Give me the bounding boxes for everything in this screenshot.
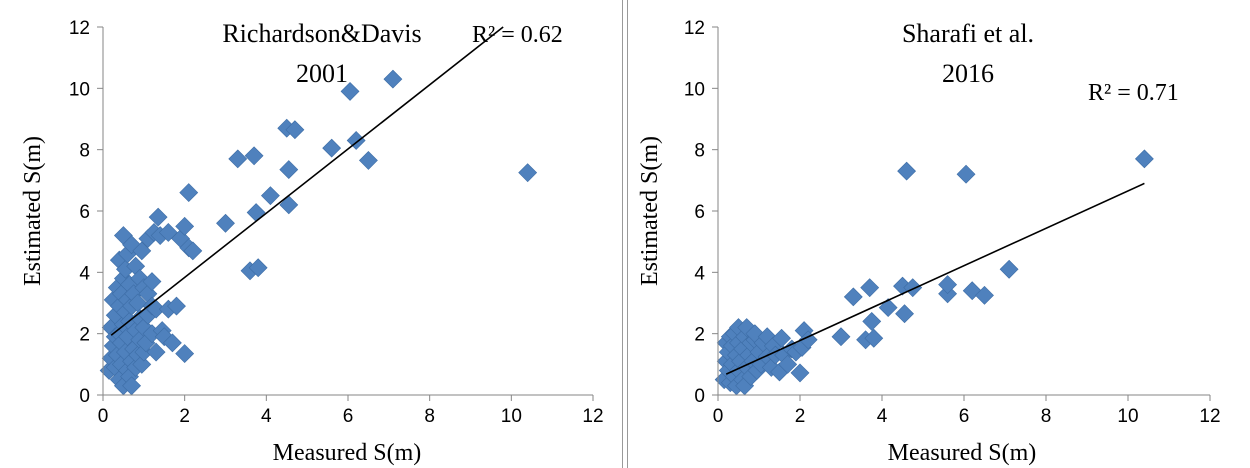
y-tick-label: 12	[69, 18, 90, 39]
data-point	[248, 258, 268, 278]
data-point	[162, 333, 182, 353]
y-tick-label: 4	[694, 263, 705, 284]
x-tick-label: 10	[1117, 406, 1138, 427]
y-tick-label: 10	[684, 79, 705, 100]
data-point	[216, 213, 235, 233]
y-tick-label: 0	[79, 386, 90, 407]
data-point	[179, 183, 199, 203]
y-tick-label: 4	[79, 263, 90, 284]
scatter-chart-richardson-davis: 0 2 4 6 8 10 12 0 2 4 6 8 10 12 Richardson&Davis 200…	[20, 18, 604, 466]
data-point	[228, 149, 248, 169]
data-point	[999, 259, 1019, 279]
data-point	[862, 311, 882, 331]
x-axis-label: Measured S(m)	[888, 440, 1037, 466]
data-point	[167, 296, 186, 316]
chart-title: Richardson&Davis	[222, 19, 421, 48]
x-tick-label: 8	[1041, 406, 1052, 427]
panel-divider	[622, 0, 628, 468]
y-axis-label: Estimated S(m)	[637, 136, 663, 286]
chart-title: Sharafi et al.	[902, 19, 1034, 48]
chart-subtitle: 2001	[296, 59, 348, 88]
x-tick-label: 2	[795, 406, 806, 427]
data-point	[518, 163, 538, 183]
data-point	[244, 146, 264, 166]
x-tick-label: 4	[261, 406, 272, 427]
x-tick-label: 6	[343, 406, 354, 427]
x-tick-label: 6	[959, 406, 970, 427]
x-tick-label: 0	[98, 406, 109, 427]
data-point	[956, 164, 976, 184]
data-point	[246, 203, 266, 222]
data-point	[860, 278, 880, 298]
data-point	[975, 285, 994, 305]
data-point	[340, 81, 360, 101]
x-tick-label: 8	[424, 406, 435, 427]
data-point	[358, 150, 378, 170]
data-point	[183, 241, 203, 261]
data-point	[1134, 149, 1154, 169]
y-tick-label: 6	[694, 202, 705, 223]
data-point	[843, 287, 863, 307]
y-tick-label: 6	[79, 202, 90, 223]
data-point	[175, 216, 195, 236]
chart-panel-sharafi: 0 2 4 6 8 10 12 0 2 4 6 8 10 12 Sharafi et al. 2016 …	[627, 0, 1250, 468]
chart-subtitle: 2016	[942, 59, 994, 88]
data-point	[878, 298, 898, 318]
x-tick-label: 12	[582, 406, 603, 427]
y-tick-label: 10	[69, 79, 90, 100]
y-tick-label: 8	[694, 141, 705, 162]
data-point	[772, 328, 791, 348]
data-point	[778, 354, 798, 374]
x-tick-label: 10	[501, 406, 522, 427]
data-point	[148, 207, 168, 227]
y-tick-label: 12	[684, 18, 705, 39]
data-point	[132, 354, 152, 374]
data-point	[146, 342, 166, 362]
trendline	[110, 26, 504, 336]
data-point	[260, 186, 280, 206]
x-tick-label: 2	[179, 406, 190, 427]
data-point	[142, 272, 162, 291]
data-point	[938, 275, 958, 295]
y-tick-label: 2	[694, 325, 705, 346]
data-point	[897, 161, 917, 181]
chart-panel-richardson-davis: 0 2 4 6 8 10 12 0 2 4 6 8 10 12 Richardson&Davis 200…	[0, 0, 623, 468]
data-point	[279, 195, 299, 215]
y-tick-label: 8	[79, 141, 90, 162]
data-point	[903, 278, 923, 298]
data-point	[831, 327, 851, 347]
x-tick-label: 12	[1199, 406, 1220, 427]
y-axis-label: Estimated S(m)	[20, 136, 46, 286]
r-squared-label: R² = 0.62	[472, 22, 563, 48]
r-squared-label: R² = 0.71	[1088, 80, 1179, 106]
data-point	[790, 363, 810, 383]
y-tick-label: 0	[694, 386, 705, 407]
trendline	[725, 182, 1145, 375]
data-point	[285, 120, 305, 140]
x-tick-label: 4	[877, 406, 888, 427]
data-point	[383, 69, 403, 89]
data-point	[279, 160, 299, 180]
x-axis-label: Measured S(m)	[273, 440, 422, 466]
y-tick-label: 2	[79, 325, 90, 346]
x-tick-label: 0	[713, 406, 724, 427]
data-point	[322, 138, 342, 158]
data-point	[175, 344, 195, 364]
data-point	[895, 304, 914, 324]
data-point	[864, 328, 884, 348]
